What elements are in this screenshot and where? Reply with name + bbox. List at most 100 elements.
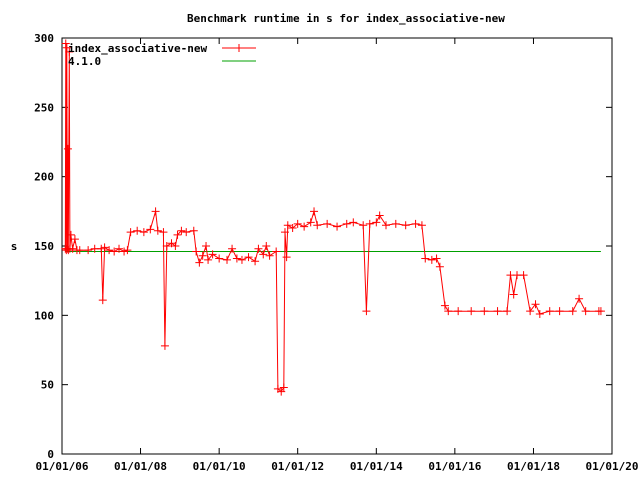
data-point bbox=[493, 307, 502, 316]
data-point bbox=[160, 341, 169, 350]
legend-marker bbox=[235, 44, 243, 52]
data-point bbox=[215, 254, 224, 263]
data-point bbox=[421, 254, 430, 263]
data-point bbox=[98, 296, 107, 305]
data-point bbox=[365, 219, 374, 228]
data-point bbox=[440, 301, 449, 310]
data-point bbox=[208, 250, 217, 259]
data-point bbox=[372, 218, 381, 227]
data-point bbox=[63, 144, 72, 153]
data-point bbox=[162, 242, 171, 250]
data-point bbox=[519, 271, 528, 280]
data-point bbox=[282, 253, 291, 262]
data-point bbox=[182, 228, 191, 237]
data-point bbox=[259, 250, 268, 259]
data-point bbox=[68, 244, 77, 253]
data-point bbox=[535, 309, 544, 318]
data-point bbox=[192, 247, 201, 256]
data-point bbox=[65, 47, 74, 56]
data-point bbox=[66, 230, 75, 239]
data-point bbox=[333, 222, 342, 231]
x-tick-label: 01/01/14 bbox=[350, 460, 403, 473]
legend-label: index_associative-new bbox=[68, 42, 207, 55]
data-point bbox=[568, 307, 577, 316]
data-point bbox=[75, 246, 84, 255]
data-point bbox=[272, 247, 281, 256]
data-point bbox=[189, 226, 198, 235]
data-point bbox=[159, 228, 168, 237]
x-tick-label: 01/01/18 bbox=[507, 460, 560, 473]
plot-frame bbox=[61, 37, 613, 455]
data-point bbox=[244, 253, 253, 262]
data-point bbox=[310, 207, 319, 216]
data-point bbox=[283, 221, 292, 230]
data-point bbox=[545, 307, 554, 316]
x-tick-label: 01/01/10 bbox=[193, 460, 246, 473]
y-tick-label: 100 bbox=[34, 309, 54, 322]
data-point bbox=[288, 223, 297, 232]
x-tick-label: 01/01/12 bbox=[271, 460, 324, 473]
data-point bbox=[228, 244, 237, 253]
data-point bbox=[262, 242, 271, 250]
data-point bbox=[61, 39, 70, 48]
data-point bbox=[204, 255, 213, 264]
series-0 bbox=[61, 39, 605, 396]
legend-label: 4.1.0 bbox=[68, 55, 101, 68]
data-point bbox=[254, 244, 263, 253]
data-point bbox=[306, 218, 315, 227]
y-tick-label: 50 bbox=[41, 379, 54, 392]
data-point bbox=[232, 254, 241, 263]
y-axis-label: s bbox=[11, 240, 18, 253]
series-line bbox=[64, 43, 601, 393]
data-point bbox=[139, 228, 148, 237]
data-point bbox=[198, 251, 207, 260]
data-point bbox=[173, 230, 182, 239]
data-point bbox=[280, 228, 289, 237]
data-point bbox=[237, 255, 246, 264]
data-point bbox=[509, 290, 518, 299]
data-point bbox=[417, 221, 426, 230]
data-point bbox=[153, 226, 162, 235]
data-point bbox=[411, 219, 420, 228]
data-point bbox=[526, 307, 535, 316]
data-point bbox=[435, 262, 444, 271]
data-point bbox=[195, 258, 204, 267]
data-point bbox=[115, 244, 124, 253]
data-point bbox=[575, 294, 584, 303]
data-point bbox=[359, 221, 368, 230]
data-point bbox=[126, 228, 135, 237]
data-point bbox=[342, 219, 351, 228]
data-point bbox=[110, 247, 119, 256]
data-point bbox=[151, 207, 160, 216]
data-point bbox=[555, 307, 564, 316]
x-tick-label: 01/01/06 bbox=[36, 460, 89, 473]
data-point bbox=[97, 244, 106, 253]
data-point bbox=[293, 219, 302, 228]
data-point bbox=[279, 383, 288, 392]
data-point bbox=[84, 246, 93, 255]
y-tick-label: 150 bbox=[34, 240, 54, 253]
data-point bbox=[265, 251, 274, 260]
data-point bbox=[323, 219, 332, 228]
data-point bbox=[596, 307, 605, 316]
data-point bbox=[146, 225, 155, 234]
data-point bbox=[503, 307, 512, 316]
data-point bbox=[454, 307, 463, 316]
data-point bbox=[581, 307, 590, 316]
data-point bbox=[313, 221, 322, 230]
data-point bbox=[349, 218, 358, 227]
data-point bbox=[171, 242, 180, 250]
data-point bbox=[105, 246, 114, 255]
y-tick-label: 200 bbox=[34, 171, 54, 184]
data-point bbox=[427, 255, 436, 264]
y-tick-label: 0 bbox=[47, 448, 54, 461]
data-point bbox=[391, 219, 400, 228]
data-point bbox=[120, 247, 129, 256]
data-point bbox=[467, 307, 476, 316]
y-tick-label: 300 bbox=[34, 32, 54, 45]
data-point bbox=[251, 257, 260, 266]
y-tick-label: 250 bbox=[34, 101, 54, 114]
data-point bbox=[381, 221, 390, 230]
chart-title: Benchmark runtime in s for index_associa… bbox=[187, 12, 505, 25]
